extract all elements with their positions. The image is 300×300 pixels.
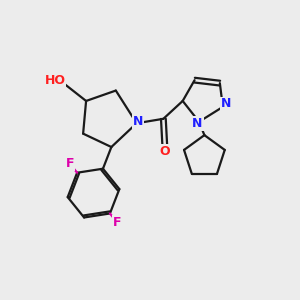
Text: N: N bbox=[133, 115, 143, 128]
Text: F: F bbox=[113, 216, 121, 229]
Text: O: O bbox=[160, 145, 170, 158]
Text: F: F bbox=[66, 158, 74, 170]
Text: HO: HO bbox=[44, 74, 65, 87]
Text: N: N bbox=[221, 98, 232, 110]
Text: N: N bbox=[192, 117, 203, 130]
